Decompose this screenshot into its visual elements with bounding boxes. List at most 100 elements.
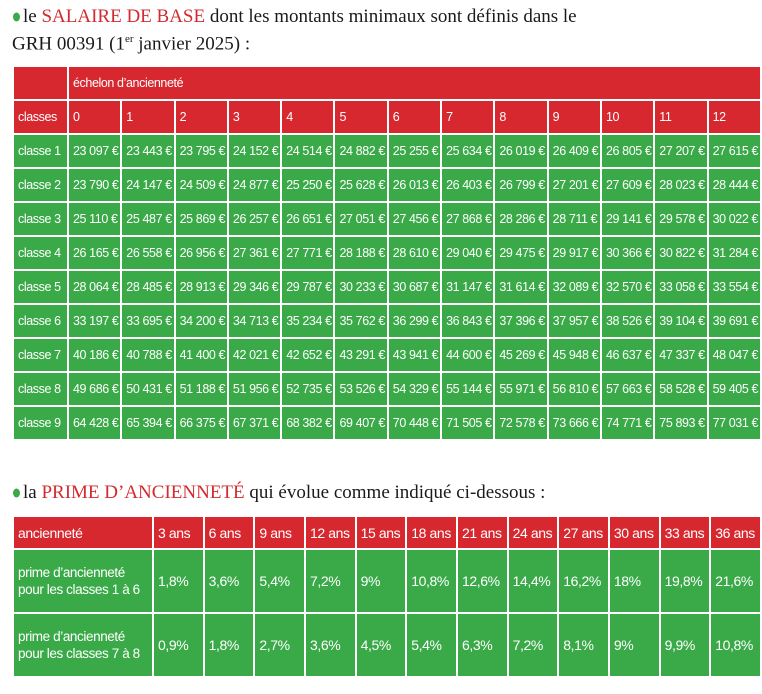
salary-cell: 33 554 € [706,269,762,305]
salary-table: échelon d’ancienneté classes 0 1 2 3 4 5 6 7 8 9 10 1… [12,65,762,441]
salary-cell: 29 787 € [280,269,336,305]
salary-cell: 35 234 € [280,303,336,339]
salary-cell: 28 064 € [66,269,123,305]
salary-cell: 77 031 € [706,405,762,441]
column-header: 9 ans [253,515,306,550]
salary-row: classe 7 40 186 €40 788 €41 400 €42 021 €… [12,337,762,373]
salary-cell: 47 337 € [653,337,709,373]
row-label: prime d’ancienneté pour les classes 1 à … [12,548,154,614]
salary-cell: 31 284 € [706,235,762,271]
salary-cell: 29 475 € [493,235,549,271]
group-header-row: échelon d’ancienneté [12,65,762,101]
column-header: 21 ans [455,515,509,550]
salary-cell: 24 514 € [280,133,336,169]
salary-cell: 30 233 € [333,269,389,305]
salary-cell: 33 695 € [120,303,176,339]
salary-cell: 68 382 € [280,405,336,441]
salary-cell: 29 141 € [599,201,656,237]
bonus-cell: 7,2% [506,612,560,678]
salary-cell: 39 691 € [706,303,762,339]
salary-cell: 24 147 € [120,167,176,203]
bonus-cell: 16,2% [557,548,610,614]
column-header: 7 [440,99,496,135]
salary-cell: 73 666 € [546,405,602,441]
salary-cell: 28 286 € [493,201,549,237]
column-header: 12 [706,99,762,135]
column-header: 3 ans [152,515,205,550]
salary-cell: 33 058 € [653,269,709,305]
salary-cell: 29 917 € [546,235,602,271]
row-label: classe 8 [12,371,69,407]
salary-cell: 43 291 € [333,337,389,373]
intro-superscript: er [124,33,134,45]
column-header: 30 ans [607,515,661,550]
bonus-cell: 9% [607,612,661,678]
bonus-cell: 4,5% [354,612,408,678]
salary-cell: 34 713 € [226,303,283,339]
bonus-table: ancienneté 3 ans 6 ans 9 ans 12 ans 15 ans 18 … [12,515,762,678]
salary-cell: 26 799 € [493,167,549,203]
bonus-cell: 5,4% [405,612,458,678]
salary-cell: 28 711 € [546,201,602,237]
salary-cell: 26 409 € [546,133,602,169]
bonus-cell: 9,9% [658,612,712,678]
column-header: 27 ans [557,515,610,550]
salary-cell: 29 346 € [226,269,283,305]
salary-cell: 27 609 € [599,167,656,203]
salary-cell: 74 771 € [599,405,656,441]
intro-prefix: la [23,482,37,503]
column-header: 5 [333,99,389,135]
salary-cell: 42 652 € [280,337,336,373]
salary-cell: 33 197 € [66,303,123,339]
row-label: classe 1 [12,133,69,169]
salary-cell: 26 403 € [440,167,496,203]
column-header: 36 ans [709,515,762,550]
intro-text: qui évolue comme indiqué ci-dessous : [249,482,546,503]
column-header: 24 ans [506,515,560,550]
salary-cell: 30 822 € [653,235,709,271]
salary-row: classe 6 33 197 €33 695 €34 200 €34 713 €… [12,303,762,339]
salary-cell: 31 147 € [440,269,496,305]
column-header-row: classes 0 1 2 3 4 5 6 7 8 9 10 11 12 [12,99,762,135]
salary-cell: 25 250 € [280,167,336,203]
salary-cell: 24 509 € [173,167,229,203]
salary-cell: 27 615 € [706,133,762,169]
salary-cell: 40 788 € [120,337,176,373]
salary-cell: 40 186 € [66,337,123,373]
salary-row: classe 1 23 097 €23 443 €23 795 €24 152 €… [12,133,762,169]
bonus-cell: 8,1% [557,612,610,678]
salary-cell: 53 526 € [333,371,389,407]
corner-cell [12,65,69,101]
salary-cell: 32 089 € [546,269,602,305]
bonus-row: prime d’ancienneté pour les classes 7 à … [12,612,762,678]
intro-prefix: le [23,6,37,27]
column-header: 6 ans [202,515,256,550]
salary-cell: 70 448 € [386,405,443,441]
bonus-cell: 9% [354,548,408,614]
bonus-cell: 12,6% [455,548,509,614]
bonus-cell: 2,7% [253,612,306,678]
bullet-icon [13,12,20,22]
salary-cell: 59 405 € [706,371,762,407]
salary-cell: 29 040 € [440,235,496,271]
row-label: classe 5 [12,269,69,305]
column-header: 12 ans [303,515,357,550]
salary-cell: 43 941 € [386,337,443,373]
salary-cell: 23 795 € [173,133,229,169]
bonus-cell: 3,6% [202,548,256,614]
bonus-intro: la PRIME D’ANCIENNETÉ qui évolue comme i… [12,482,545,504]
intro-text: GRH 00391 (1 [12,33,125,55]
salary-cell: 66 375 € [173,405,229,441]
salary-row: classe 2 23 790 €24 147 €24 509 €24 877 €… [12,167,762,203]
bonus-cell: 10,8% [405,548,458,614]
salary-cell: 55 144 € [440,371,496,407]
salary-cell: 36 299 € [386,303,443,339]
salary-cell: 45 269 € [493,337,549,373]
salary-cell: 51 188 € [173,371,229,407]
salary-cell: 55 971 € [493,371,549,407]
salary-cell: 28 444 € [706,167,762,203]
salary-cell: 30 687 € [386,269,443,305]
salary-cell: 46 637 € [599,337,656,373]
salary-cell: 25 628 € [333,167,389,203]
column-header: 18 ans [405,515,458,550]
